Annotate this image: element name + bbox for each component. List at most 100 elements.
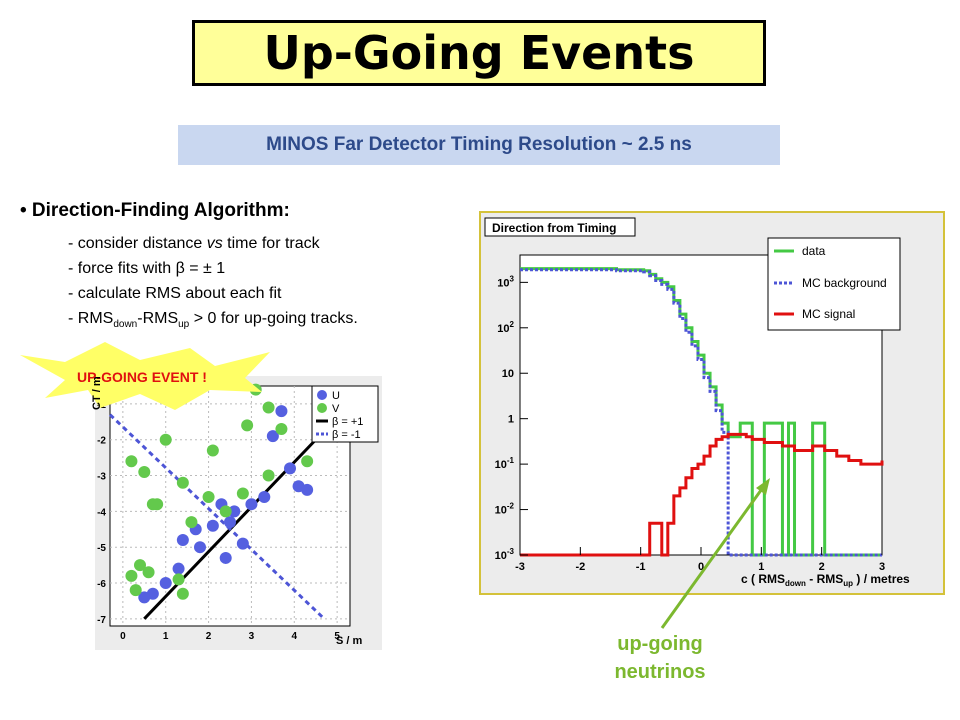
step-4: - RMSdown-RMSup > 0 for up-going tracks.: [68, 308, 358, 336]
point-v: [262, 401, 275, 414]
point-v: [172, 573, 185, 586]
hist-y-tick: 10: [502, 368, 514, 380]
point-u: [245, 498, 258, 511]
point-u: [224, 516, 236, 529]
point-v: [219, 505, 232, 518]
note-line-1: up-going: [617, 633, 703, 655]
scatter-y-tick: -6: [97, 579, 106, 590]
scatter-y-tick: -3: [97, 472, 106, 483]
point-v: [129, 584, 142, 597]
point-v: [241, 419, 254, 432]
legend-u-marker: [317, 390, 327, 400]
step-4-a: - RMS: [68, 310, 114, 327]
hist-y-tick: 10-1: [495, 456, 515, 471]
histogram-title: Direction from Timing: [492, 221, 616, 235]
point-v: [125, 569, 138, 582]
step-1: - consider distance vs time for track: [68, 233, 320, 255]
legend-v-marker: [317, 403, 327, 413]
note-line-2: neutrinos: [614, 661, 706, 683]
legend-u-label: U: [332, 390, 340, 402]
hist-y-tick: 1: [508, 414, 514, 426]
point-v: [185, 516, 198, 529]
legend-beta-minus-label: β = -1: [332, 429, 361, 441]
step-4-sub-up: up: [178, 319, 190, 331]
scatter-x-tick: 0: [120, 631, 126, 642]
point-u: [176, 534, 189, 547]
legend-v-label: V: [332, 403, 340, 415]
legend-mc-signal-label: MC signal: [802, 307, 855, 321]
scatter-y-tick: -4: [97, 507, 106, 518]
xlabel-part3: ) / metres: [853, 572, 910, 586]
point-u: [266, 430, 279, 443]
scatter-ylabel: CT / m: [91, 376, 103, 410]
point-v: [202, 491, 215, 504]
point-u: [258, 491, 271, 504]
hist-y-tick: 102: [497, 320, 514, 335]
point-v: [134, 559, 146, 572]
subtitle: MINOS Far Detector Timing Resolution ~ 2…: [266, 134, 692, 155]
point-v: [142, 566, 155, 579]
scatter-xlabel: S / m: [336, 635, 363, 647]
step-1-a: - consider distance: [68, 235, 207, 252]
point-u: [284, 462, 296, 475]
hist-x-tick: 0: [698, 561, 704, 573]
scatter-y-tick: -7: [97, 615, 106, 626]
step-1-c: time for track: [222, 235, 320, 252]
xlabel-sub-down: down: [785, 579, 806, 588]
step-4-sub-down: down: [113, 319, 138, 331]
scatter-y-tick: -5: [97, 543, 106, 554]
point-v: [301, 455, 314, 468]
point-u: [172, 562, 185, 575]
point-u: [275, 405, 288, 418]
up-going-neutrinos-note: up-going neutrinos: [590, 630, 730, 686]
point-u: [206, 519, 219, 532]
xlabel-part2: - RMS: [806, 572, 843, 586]
point-v: [138, 465, 151, 478]
point-v: [125, 455, 138, 468]
hist-x-tick: -1: [636, 561, 646, 573]
point-v: [146, 498, 159, 511]
hist-y-tick: 10-3: [495, 547, 515, 562]
scatter-x-tick: 3: [249, 631, 255, 642]
title-box: Up-Going Events: [192, 20, 766, 86]
hist-x-tick: -3: [515, 561, 525, 573]
page-title: Up-Going Events: [263, 26, 695, 80]
legend-mc-background-label: MC background: [802, 276, 887, 290]
point-u: [138, 591, 151, 604]
point-v: [176, 476, 189, 489]
hist-x-tick: 2: [819, 561, 825, 573]
point-v: [159, 433, 172, 446]
direction-from-timing-chart: Direction from Timing -3 -2 -1 0 1 2 3 103 102 10…: [479, 211, 945, 595]
scatter-x-tick: 1: [163, 631, 169, 642]
point-v: [206, 444, 219, 457]
scatter-x-tick: 2: [206, 631, 212, 642]
up-going-event-label: UP-GOING EVENT !: [77, 369, 207, 385]
point-u: [159, 577, 172, 590]
step-4-e: > 0 for up-going tracks.: [189, 310, 358, 327]
hist-y-tick: 10-2: [495, 502, 515, 517]
point-u: [301, 483, 314, 496]
hist-y-tick: 103: [497, 274, 514, 289]
histogram-xlabel: c ( RMSdown - RMSup ) / metres: [741, 572, 910, 588]
step-1-vs: vs: [206, 235, 223, 252]
step-4-c: -RMS: [137, 310, 179, 327]
step-3: - calculate RMS about each fit: [68, 285, 282, 302]
point-v: [275, 422, 288, 435]
point-u: [228, 505, 241, 518]
scatter-y-tick: -2: [97, 436, 106, 447]
subtitle-band: MINOS Far Detector Timing Resolution ~ 2…: [178, 125, 780, 165]
xlabel-sub-up: up: [843, 579, 853, 588]
point-u: [219, 551, 232, 564]
histogram-title-box: [484, 217, 636, 237]
starburst: [20, 342, 270, 410]
point-v: [236, 487, 249, 500]
legend-beta-plus-label: β = +1: [332, 416, 363, 428]
point-u: [194, 541, 206, 554]
hist-x-tick: -2: [575, 561, 585, 573]
hist-x-tick: 3: [879, 561, 885, 573]
xlabel-part1: c ( RMS: [741, 572, 785, 586]
scatter-x-tick: 4: [292, 631, 298, 642]
point-v: [262, 469, 275, 482]
legend-data-label: data: [802, 244, 826, 258]
